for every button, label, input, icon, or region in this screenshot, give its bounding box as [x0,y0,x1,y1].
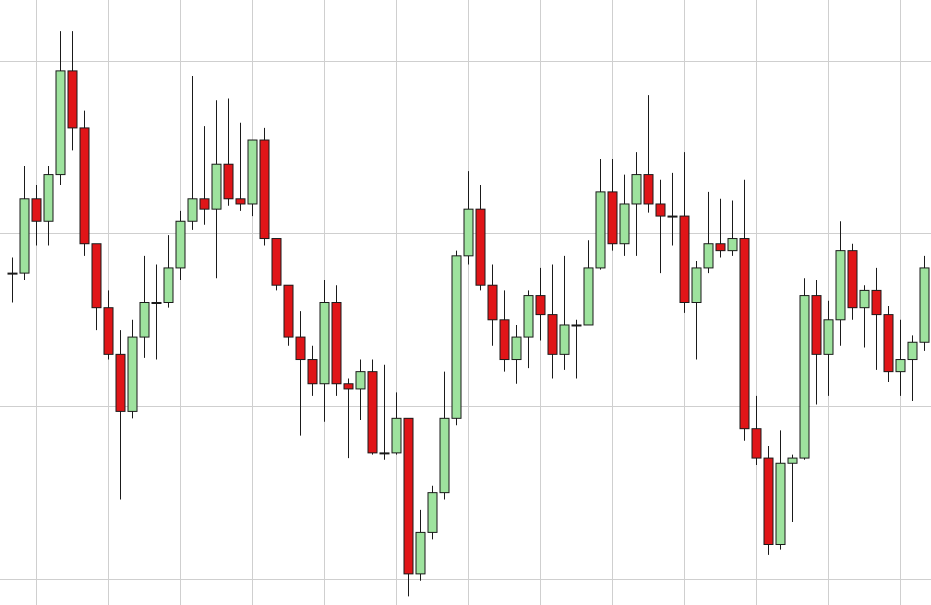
candle-body [739,238,750,430]
candle-body [67,70,78,129]
candle-body [895,359,906,373]
candle-body [391,417,402,454]
candle-body [211,163,222,210]
candle-body [763,457,774,546]
candle-body [823,319,834,355]
candle-body [79,127,90,245]
candle-body [295,336,306,361]
candle-body [835,250,846,321]
candle-body [751,428,762,459]
candle-body [199,198,210,210]
candle-body [91,243,102,309]
candle-body [271,238,282,286]
candle-body [607,191,618,245]
candle-body [19,198,30,274]
candle-body [223,163,234,200]
candle-body [787,457,798,464]
candle-body [175,220,186,269]
candle-body [847,250,858,309]
candle-body [403,417,414,575]
candle-body [187,198,198,222]
candle-body [919,267,930,343]
candle-body [259,139,270,240]
candle-body [799,295,810,459]
candle-body [103,307,114,355]
candle-body [511,336,522,361]
candle-body [499,319,510,361]
candle-body [583,267,594,326]
candle-body [163,267,174,303]
candle-body [283,284,294,338]
candle-body [523,295,534,338]
candle-body [775,462,786,545]
candle-body [631,174,642,205]
candle-body [151,302,162,304]
candle-body [571,324,582,327]
candle-body [31,198,42,222]
candle-body [343,383,354,390]
candle-body [619,203,630,245]
candle-body [715,243,726,252]
candle-body [7,272,18,275]
candle-body [55,70,66,176]
candle-body [859,289,870,309]
candle-body [379,452,390,455]
candle-body [235,198,246,205]
candle-body [655,203,666,217]
candle-body [703,243,714,269]
candle-body [43,174,54,222]
candle-body [547,314,558,355]
candle-body [427,492,438,533]
candle-body [415,531,426,575]
candle-body [307,359,318,385]
candle-body [247,139,258,205]
candle-body [535,295,546,316]
candle-body [127,336,138,412]
candle-body [883,314,894,373]
candle-body [367,371,378,454]
candle-body [643,174,654,205]
candle-body [727,238,738,252]
candle-body [679,215,690,303]
candle-body [667,215,678,218]
candle-body [115,353,126,412]
candle-body [355,371,366,390]
candle-body [451,255,462,419]
candle-body [439,417,450,494]
candle-body [871,289,882,316]
candle-body [595,191,606,269]
candle-body [475,208,486,286]
candle-body [811,295,822,355]
candle-body [907,341,918,361]
candle-body [139,302,150,338]
candle-body [559,324,570,355]
candle-body [487,284,498,321]
candle-body [463,208,474,257]
candle-body [319,302,330,385]
candle-body [691,267,702,303]
candle-body [331,302,342,385]
